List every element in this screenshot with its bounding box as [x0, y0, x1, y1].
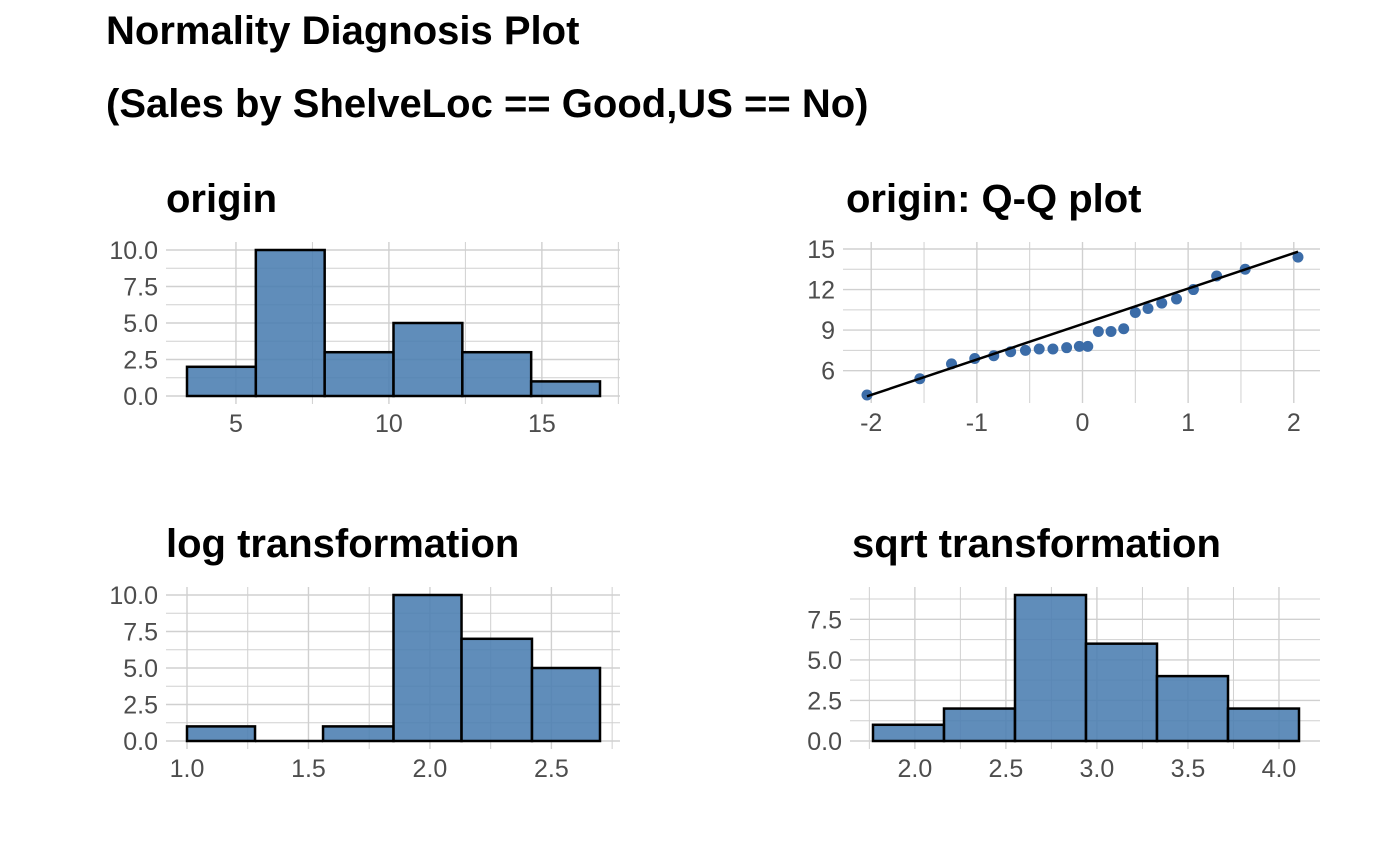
histogram-bar [942, 707, 1017, 743]
y-tick-label: 0.0 [807, 728, 842, 756]
qq-point [1156, 297, 1168, 309]
histogram-bar [392, 593, 463, 743]
x-tick-label: 10 [375, 410, 403, 438]
x-tick-label: 1 [1181, 409, 1195, 437]
histogram-bar [530, 666, 602, 743]
qq-reference-line [866, 250, 1299, 398]
qq-point [1082, 340, 1094, 352]
histogram-bar [1155, 674, 1230, 743]
sqrt-transformation-plot: 0.0 2.5 5.0 7.5 2.0 2.5 3.0 3.5 4.0 [807, 587, 1320, 783]
qq-point [1047, 343, 1059, 355]
histogram-bar [185, 365, 258, 398]
x-tick-label: 1.0 [170, 755, 205, 783]
qq-point [1105, 325, 1117, 337]
qq-point [1292, 251, 1304, 263]
panel-title: log transformation [166, 522, 519, 566]
x-tick-label: 0 [1076, 409, 1090, 437]
histogram-bar [1084, 642, 1159, 743]
histogram-bar [185, 725, 257, 743]
y-tick-label: 6 [821, 358, 835, 386]
qq-point [861, 389, 873, 401]
figure-title: Normality Diagnosis Plot [106, 9, 579, 53]
y-tick-label: 9 [821, 317, 835, 345]
histogram-bar [460, 637, 534, 743]
histogram-bar [1226, 707, 1301, 743]
histogram-bar [461, 350, 533, 398]
x-tick-label: -2 [860, 409, 882, 437]
histogram-bar [871, 723, 946, 743]
x-tick-label: 2.5 [534, 755, 569, 783]
y-tick-label: 5.0 [807, 647, 842, 675]
x-tick-label: 2.5 [989, 755, 1024, 783]
y-tick-label: 7.5 [123, 619, 158, 647]
x-tick-label: 2.0 [413, 755, 448, 783]
y-tick-label: 15 [807, 236, 835, 264]
histogram-bar [1013, 593, 1088, 743]
histogram-bar [392, 321, 464, 398]
y-tick-label: 0.0 [123, 728, 158, 756]
y-tick-label: 0.0 [123, 383, 158, 411]
log-transformation-plot: 0.0 2.5 5.0 7.5 10.0 1.0 1.5 2.0 2.5 [109, 582, 620, 783]
qq-point [1019, 344, 1031, 356]
y-tick-label: 5.0 [123, 310, 158, 338]
y-tick-label: 7.5 [123, 274, 158, 302]
x-tick-label: 3.0 [1080, 755, 1115, 783]
y-tick-label: 12 [807, 277, 835, 305]
qq-point [1073, 340, 1085, 352]
y-tick-label: 2.5 [123, 347, 158, 375]
y-tick-label: 10.0 [109, 582, 158, 610]
panel-title: sqrt transformation [852, 522, 1221, 566]
sqrt-transformation-panel: sqrt transformation 0.0 2.5 5.0 7.5 2.0 2.5 3.… [807, 522, 1320, 783]
x-tick-label: 3.5 [1171, 755, 1206, 783]
origin-histogram-plot: 0.0 2.5 5.0 7.5 10.0 5 10 15 [109, 237, 620, 438]
histogram-bar [254, 248, 326, 398]
log-transformation-panel: log transformation 0.0 2.5 5.0 7.5 10.0 1.0 1.… [109, 522, 620, 783]
x-tick-label: 2 [1287, 409, 1301, 437]
qq-point [1142, 302, 1154, 314]
x-tick-label: 2.0 [897, 755, 932, 783]
y-tick-label: 7.5 [807, 606, 842, 634]
qq-point [1033, 343, 1045, 355]
histogram-bar [529, 380, 602, 398]
y-tick-label: 2.5 [123, 692, 158, 720]
x-tick-label: 15 [528, 410, 556, 438]
qq-point [1092, 325, 1104, 337]
y-tick-label: 2.5 [807, 687, 842, 715]
histogram-bar [323, 350, 395, 398]
panel-title: origin: Q-Q plot [846, 177, 1142, 221]
y-tick-label: 5.0 [123, 655, 158, 683]
qq-point [1129, 307, 1141, 319]
x-tick-label: 4.0 [1262, 755, 1297, 783]
panel-title: origin [166, 177, 277, 221]
histogram-bar [321, 725, 395, 743]
figure-subtitle: (Sales by ShelveLoc == Good,US == No) [106, 82, 868, 126]
x-tick-label: 1.5 [291, 755, 326, 783]
x-tick-label: -1 [966, 409, 988, 437]
origin-histogram-panel: origin 0.0 2.5 5.0 7.5 10.0 5 10 15 [109, 177, 620, 438]
y-tick-label: 10.0 [109, 237, 158, 265]
qq-point [1118, 323, 1130, 335]
qq-point [1171, 293, 1183, 305]
x-tick-label: 5 [229, 410, 243, 438]
qq-point [1061, 342, 1073, 354]
